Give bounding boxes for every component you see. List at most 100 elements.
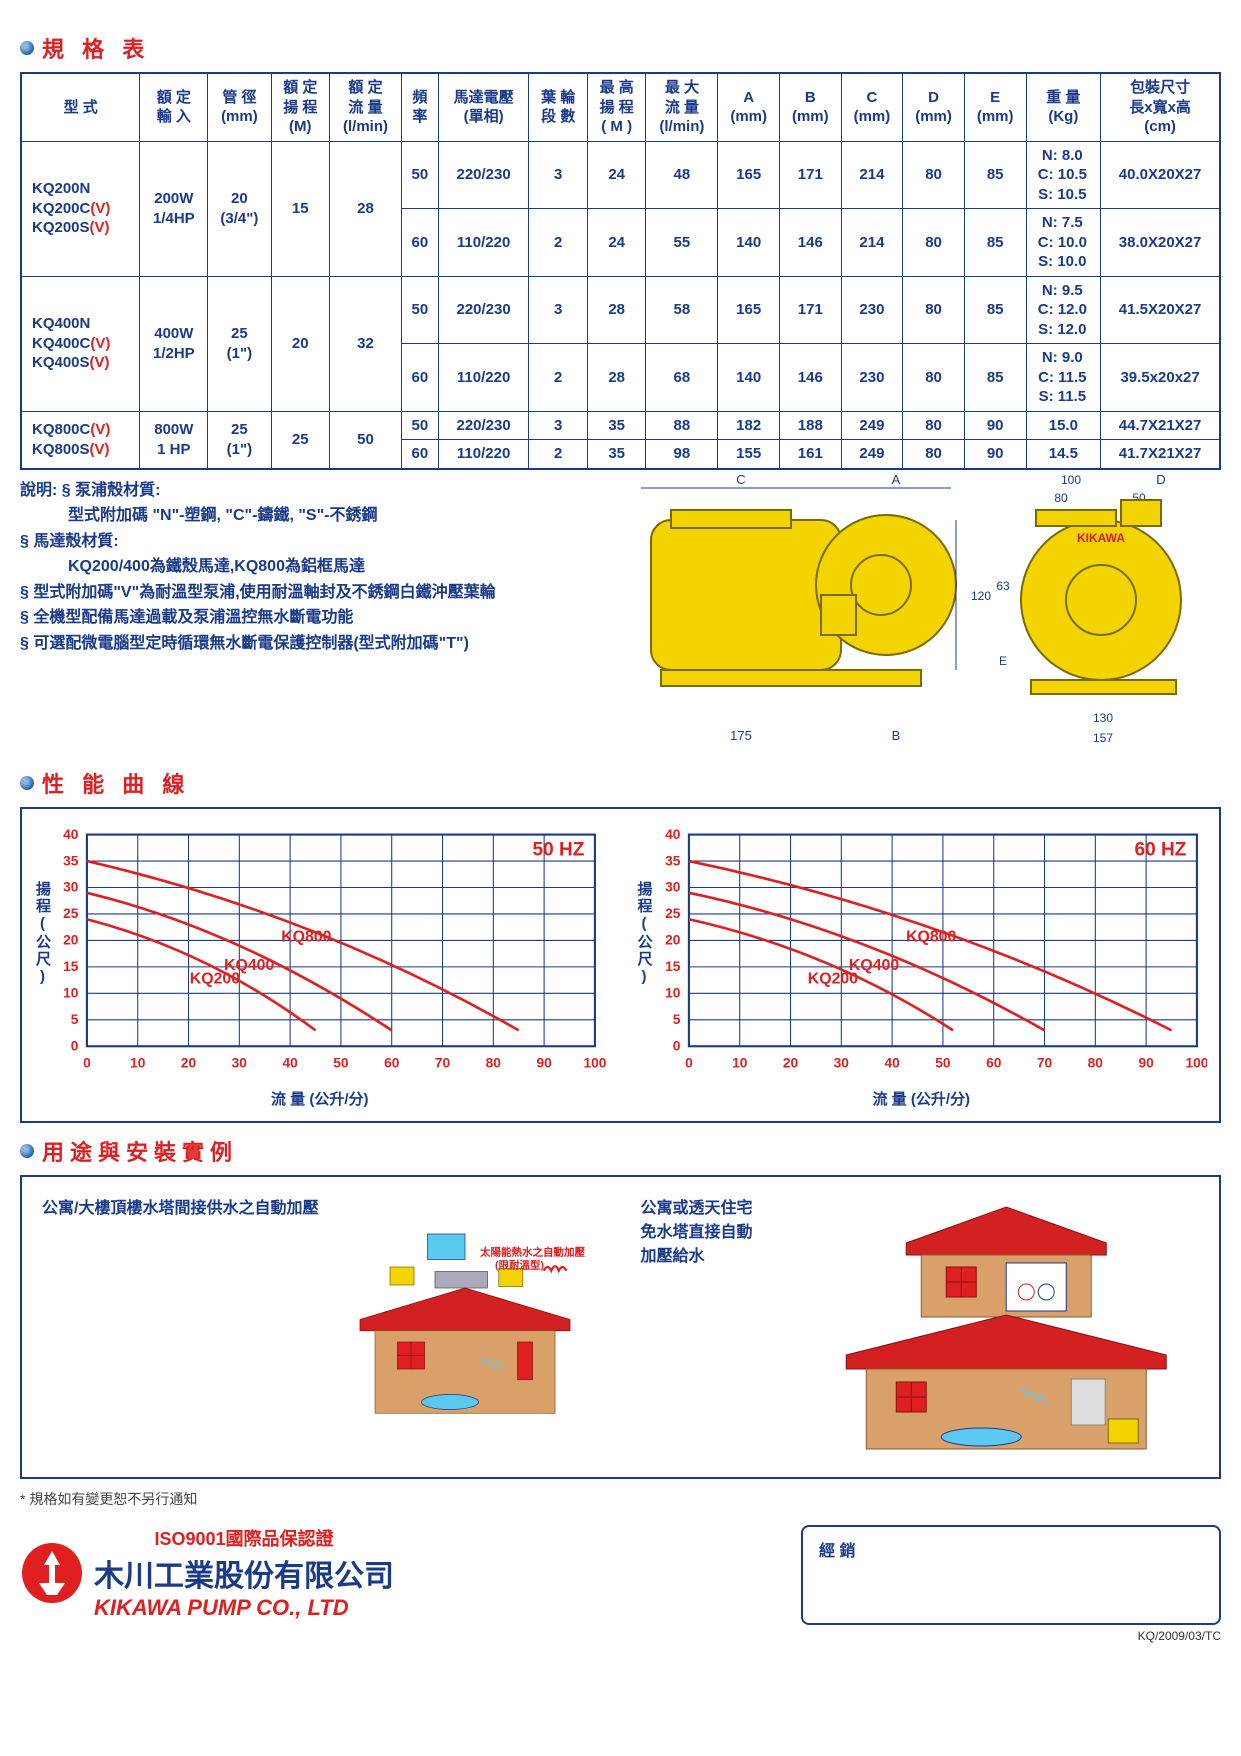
spec-cell: 88 [646, 411, 718, 440]
curve-title: 性 能 曲 線 [42, 767, 190, 799]
spec-cell: 85 [964, 276, 1026, 344]
spec-cell: 80 [903, 141, 965, 209]
spec-cell: 230 [841, 344, 903, 412]
spec-header: 規 格 表 [20, 32, 1221, 64]
spec-cell: 60 [401, 344, 438, 412]
spec-header-cell: D(mm) [903, 73, 965, 141]
weight-cell: N: 7.5C: 10.0S: 10.0 [1026, 209, 1101, 277]
spec-cell: 214 [841, 141, 903, 209]
svg-text:30: 30 [665, 879, 681, 894]
spec-cell: 60 [401, 440, 438, 469]
heat-icon [544, 1266, 567, 1271]
dim-63: 63 [996, 579, 1010, 593]
svg-text:80: 80 [1087, 1055, 1103, 1070]
spec-header-cell: 型 式 [21, 73, 140, 141]
spec-cell: 28 [587, 344, 646, 412]
svg-text:0: 0 [71, 1038, 79, 1053]
spec-header-cell: 頻率 [401, 73, 438, 141]
spec-cell: 3 [529, 141, 588, 209]
spec-table: 型 式額 定輸 入管 徑(mm)額 定揚 程(M)額 定流 量(l/min)頻率… [20, 72, 1221, 470]
svg-text:5: 5 [672, 1012, 680, 1027]
spec-header-cell: A(mm) [718, 73, 780, 141]
pack-cell: 44.7X21X27 [1101, 411, 1220, 440]
spec-header-cell: 包裝尺寸長x寬x高(cm) [1101, 73, 1220, 141]
svg-text:70: 70 [1036, 1055, 1052, 1070]
spec-header-cell: 馬達電壓(單相) [438, 73, 529, 141]
spec-cell: 90 [964, 440, 1026, 469]
svg-text:50: 50 [935, 1055, 951, 1070]
svg-text:0: 0 [83, 1055, 91, 1070]
dim-130: 130 [1093, 711, 1113, 725]
spec-cell: 15 [271, 141, 330, 276]
spec-cell: 50 [401, 411, 438, 440]
spec-header-cell: 額 定流 量(l/min) [330, 73, 402, 141]
chart-xlabel: 流 量 (公升/分) [636, 1088, 1208, 1109]
spec-cell: 214 [841, 209, 903, 277]
spec-header-cell: 最 高揚 程( M ) [587, 73, 646, 141]
spec-cell: 3 [529, 276, 588, 344]
svg-text:0: 0 [672, 1038, 680, 1053]
svg-text:20: 20 [782, 1055, 798, 1070]
spec-cell: 60 [401, 209, 438, 277]
usage-left: 公寓/大樓頂樓水塔間接供水之自動加壓 太陽能熱水之自動加壓 (限耐溫型) [42, 1197, 601, 1457]
footer: ISO9001國際品保認證 木川工業股份有限公司 KIKAWA PUMP CO.… [20, 1525, 1221, 1625]
spec-cell: 146 [780, 344, 842, 412]
spec-cell: 165 [718, 141, 780, 209]
bullet-icon [20, 41, 34, 55]
chart-ylabel: 揚程(公尺) [32, 881, 53, 987]
svg-text:40: 40 [282, 1055, 298, 1070]
dealer-box: 經 銷 [801, 1525, 1221, 1625]
table-row: KQ800C(V)KQ800S(V)800W1 HP25(1")25505022… [21, 411, 1220, 440]
spec-header-cell: C(mm) [841, 73, 903, 141]
spec-cell: 400W1/2HP [140, 276, 208, 411]
svg-text:90: 90 [536, 1055, 552, 1070]
svg-text:(限耐溫型): (限耐溫型) [495, 1258, 544, 1271]
house-diagram-left: 太陽能熱水之自動加壓 (限耐溫型) [330, 1197, 600, 1457]
pump-brand: KIKAWA [1077, 531, 1125, 545]
pump-diagram: C A 120 175 B 100 D 80 50 [621, 470, 1221, 755]
spec-cell: 48 [646, 141, 718, 209]
svg-text:0: 0 [685, 1055, 693, 1070]
svg-text:KQ800: KQ800 [906, 928, 956, 945]
spec-cell: 85 [964, 141, 1026, 209]
svg-text:80: 80 [486, 1055, 502, 1070]
spec-cell: 800W1 HP [140, 411, 208, 469]
spec-cell: 68 [646, 344, 718, 412]
dim-100: 100 [1061, 473, 1081, 487]
model-cell: KQ200NKQ200C(V)KQ200S(V) [21, 141, 140, 276]
spec-header-cell: 額 定揚 程(M) [271, 73, 330, 141]
note-item: § 馬達殼材質:KQ200/400為鐵殼馬達,KQ800為鋁框馬達 [20, 529, 613, 580]
svg-text:100: 100 [583, 1055, 605, 1070]
spec-cell: 2 [529, 344, 588, 412]
svg-text:100: 100 [1185, 1055, 1207, 1070]
spec-cell: 80 [903, 276, 965, 344]
spec-cell: 110/220 [438, 440, 529, 469]
svg-text:10: 10 [665, 985, 681, 1000]
svg-text:10: 10 [732, 1055, 748, 1070]
spec-cell: 25 [271, 411, 330, 469]
spec-cell: 140 [718, 344, 780, 412]
spec-header-cell: 額 定輸 入 [140, 73, 208, 141]
spec-cell: 28 [330, 141, 402, 276]
house-diagram-right [773, 1197, 1200, 1457]
spec-cell: 2 [529, 209, 588, 277]
svg-text:10: 10 [63, 985, 79, 1000]
spec-cell: 80 [903, 209, 965, 277]
usage-container: 公寓/大樓頂樓水塔間接供水之自動加壓 太陽能熱水之自動加壓 (限耐溫型) 公寓或… [20, 1175, 1221, 1479]
spec-cell: 171 [780, 141, 842, 209]
spec-cell: 80 [903, 411, 965, 440]
svg-text:30: 30 [833, 1055, 849, 1070]
company-name-en: KIKAWA PUMP CO., LTD [94, 1595, 394, 1621]
weight-cell: 14.5 [1026, 440, 1101, 469]
spec-cell: 80 [903, 344, 965, 412]
spec-cell: 230 [841, 276, 903, 344]
footnote-text: * 規格如有變更恕不另行通知 [20, 1489, 1221, 1509]
spec-cell: 140 [718, 209, 780, 277]
svg-text:20: 20 [181, 1055, 197, 1070]
svg-text:40: 40 [665, 826, 681, 841]
spec-cell: 32 [330, 276, 402, 411]
dim-120: 120 [971, 589, 991, 603]
chart-50hz: 揚程(公尺) 010203040506070809010005101520253… [34, 821, 606, 1109]
spec-cell: 165 [718, 276, 780, 344]
usage-right-text: 公寓或透天住宅免水塔直接自動加壓給水 [641, 1197, 761, 1457]
